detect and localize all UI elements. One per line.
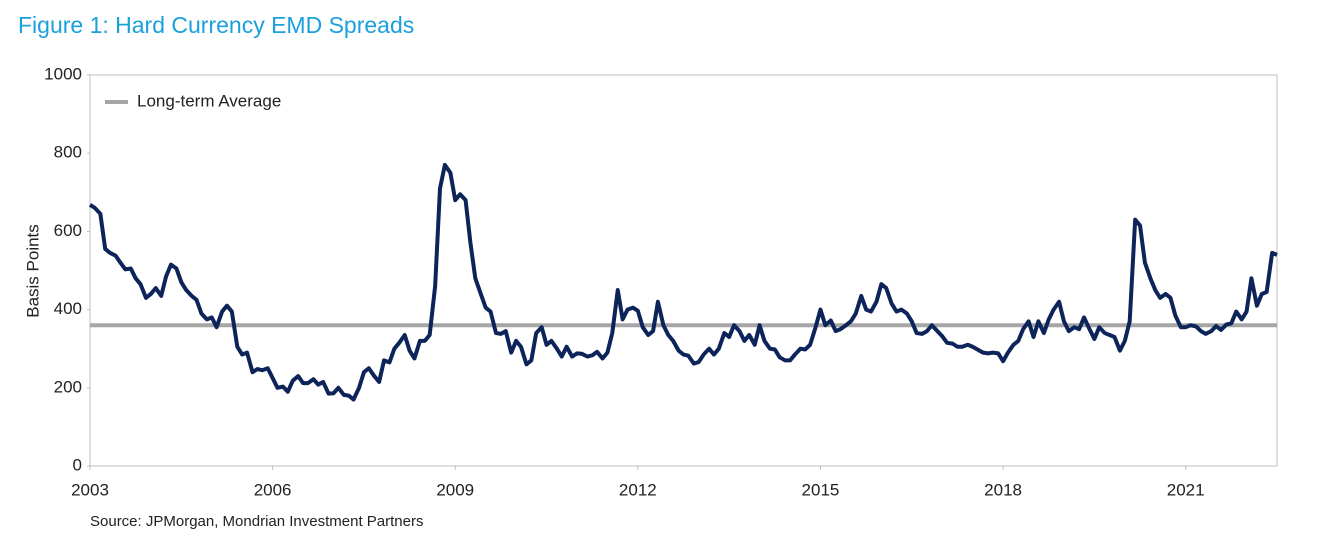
y-tick-label: 600 — [54, 221, 82, 240]
y-tick-label: 0 — [73, 455, 82, 474]
x-tick-label: 2018 — [984, 480, 1022, 499]
y-tick-label: 400 — [54, 299, 82, 318]
y-tick-label: 200 — [54, 377, 82, 396]
plot-frame — [89, 74, 1278, 467]
data-line — [88, 162, 1278, 402]
x-tick-label: 2015 — [802, 480, 840, 499]
source-note: Source: JPMorgan, Mondrian Investment Pa… — [90, 513, 424, 530]
y-tick-label: 800 — [54, 143, 82, 162]
chart-title: Figure 1: Hard Currency EMD Spreads — [18, 12, 414, 38]
x-tick-label: 2021 — [1167, 480, 1205, 499]
legend-label: Long-term Average — [137, 91, 281, 110]
x-tick-label: 2003 — [71, 480, 109, 499]
x-tick-label: 2009 — [436, 480, 474, 499]
y-tick-label: 1000 — [44, 64, 82, 83]
x-tick-label: 2006 — [254, 480, 292, 499]
y-axis-label: Basis Points — [23, 224, 42, 318]
x-tick-label: 2012 — [619, 480, 657, 499]
